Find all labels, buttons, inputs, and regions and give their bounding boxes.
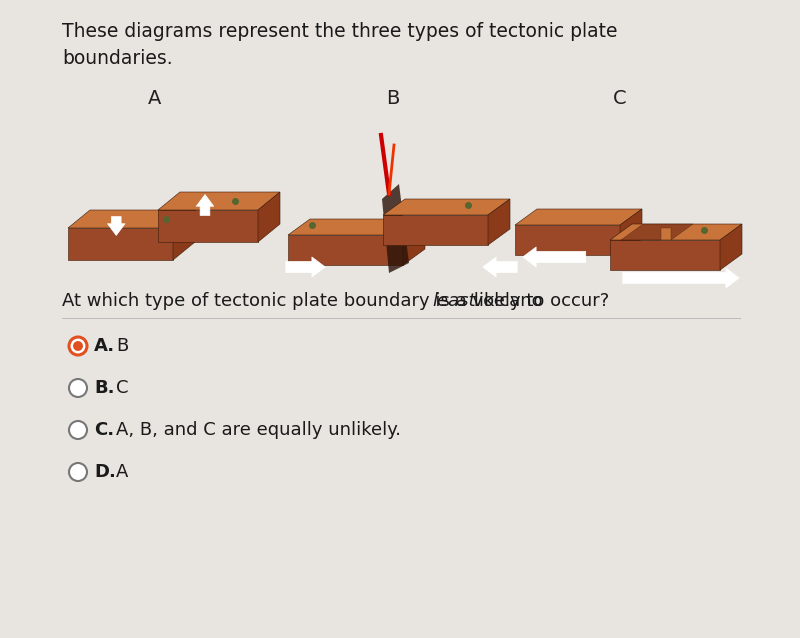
FancyArrowPatch shape	[196, 195, 214, 216]
Circle shape	[73, 341, 83, 351]
Polygon shape	[68, 228, 173, 260]
Polygon shape	[720, 224, 742, 270]
Polygon shape	[383, 199, 510, 215]
Text: A, B, and C are equally unlikely.: A, B, and C are equally unlikely.	[116, 421, 401, 439]
Polygon shape	[158, 210, 258, 242]
Text: A: A	[148, 89, 162, 108]
Circle shape	[69, 379, 87, 397]
Text: B: B	[116, 337, 128, 355]
Polygon shape	[288, 219, 425, 235]
Polygon shape	[488, 199, 510, 245]
Polygon shape	[173, 210, 195, 260]
Text: C: C	[613, 89, 627, 108]
Text: B.: B.	[94, 379, 114, 397]
Circle shape	[69, 421, 87, 439]
Polygon shape	[610, 224, 742, 240]
Text: A.: A.	[94, 337, 115, 355]
Text: At which type of tectonic plate boundary is a volcano: At which type of tectonic plate boundary…	[62, 292, 548, 310]
Polygon shape	[620, 209, 642, 255]
Polygon shape	[258, 192, 280, 242]
Text: C.: C.	[94, 421, 114, 439]
FancyArrowPatch shape	[522, 247, 586, 267]
Polygon shape	[288, 235, 403, 265]
Circle shape	[69, 337, 87, 355]
Polygon shape	[515, 225, 620, 255]
FancyArrowPatch shape	[622, 268, 739, 288]
Polygon shape	[621, 224, 693, 240]
Text: A: A	[116, 463, 128, 481]
Polygon shape	[382, 184, 409, 273]
Polygon shape	[403, 219, 425, 265]
FancyArrowPatch shape	[482, 257, 518, 277]
FancyArrowPatch shape	[286, 257, 326, 277]
Polygon shape	[610, 240, 720, 270]
Circle shape	[69, 463, 87, 481]
Text: likely to occur?: likely to occur?	[468, 292, 609, 310]
Text: These diagrams represent the three types of tectonic plate
boundaries.: These diagrams represent the three types…	[62, 22, 618, 68]
Polygon shape	[383, 215, 488, 245]
Text: C: C	[116, 379, 129, 397]
Polygon shape	[68, 210, 195, 228]
Text: B: B	[386, 89, 400, 108]
Polygon shape	[158, 192, 280, 210]
FancyArrowPatch shape	[107, 216, 125, 235]
Text: D.: D.	[94, 463, 116, 481]
Polygon shape	[515, 209, 642, 225]
Text: least: least	[432, 292, 475, 310]
